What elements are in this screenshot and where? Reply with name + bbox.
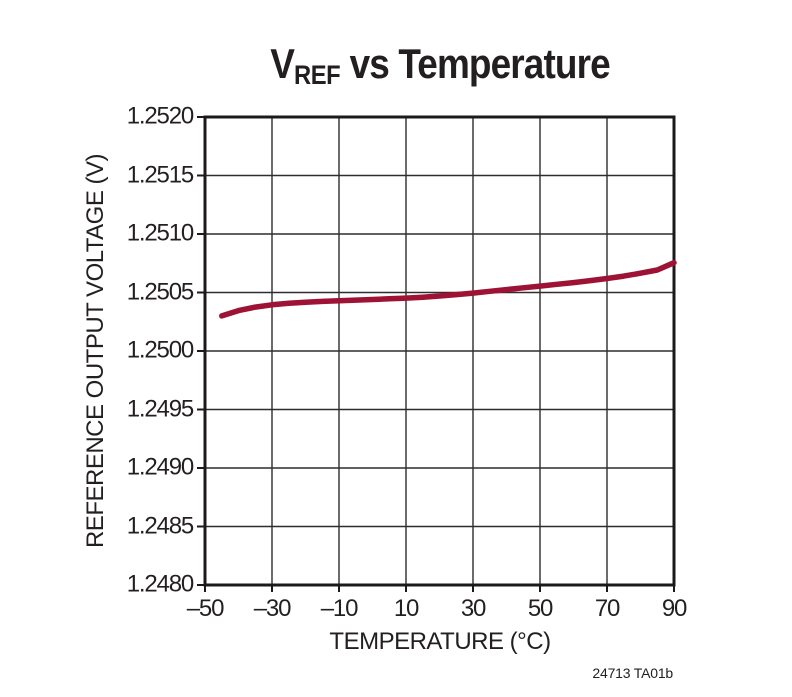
- y-tick-label: 1.2510: [126, 219, 194, 247]
- y-tick-label: 1.2500: [126, 336, 194, 364]
- title-prefix: V: [270, 40, 295, 87]
- y-tick-label: 1.2505: [126, 277, 194, 305]
- y-tick-label: 1.2480: [126, 570, 194, 598]
- x-tick-label: –10: [320, 595, 359, 622]
- x-tick-label: –30: [253, 595, 292, 622]
- x-axis-title: TEMPERATURE (°C): [329, 628, 551, 655]
- x-tick-label: 30: [460, 595, 487, 622]
- chart-title: VREF vs Temperature: [233, 40, 647, 91]
- y-tick-label: 1.2495: [126, 394, 194, 422]
- tick-marks: [197, 116, 675, 592]
- x-tick-label: –50: [186, 595, 225, 622]
- y-tick-label: 1.2515: [126, 160, 194, 188]
- y-tick-label: 1.2490: [126, 453, 194, 481]
- x-tick-label: 70: [594, 595, 621, 622]
- x-tick-label: 90: [661, 595, 688, 622]
- title-subscript: REF: [293, 60, 341, 90]
- figure-note: 24713 TA01b: [592, 665, 673, 681]
- data-curve: [219, 259, 677, 319]
- x-tick-label: 50: [527, 595, 554, 622]
- plot-border: [203, 115, 676, 587]
- plot-border-rect: [203, 115, 676, 587]
- gridlines: [204, 116, 675, 586]
- y-tick-label: 1.2485: [126, 511, 194, 539]
- series-line: [219, 259, 677, 319]
- y-tick-label: 1.2520: [126, 102, 194, 130]
- x-tick-label: 10: [393, 595, 420, 622]
- y-axis-title: REFERENCE OUTPUT VOLTAGE (V): [82, 153, 109, 549]
- title-suffix: vs Temperature: [340, 40, 611, 87]
